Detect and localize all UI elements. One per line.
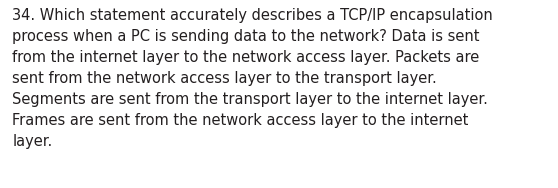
Text: 34. Which statement accurately describes a TCP/IP encapsulation
process when a P: 34. Which statement accurately describes… [12,8,493,149]
